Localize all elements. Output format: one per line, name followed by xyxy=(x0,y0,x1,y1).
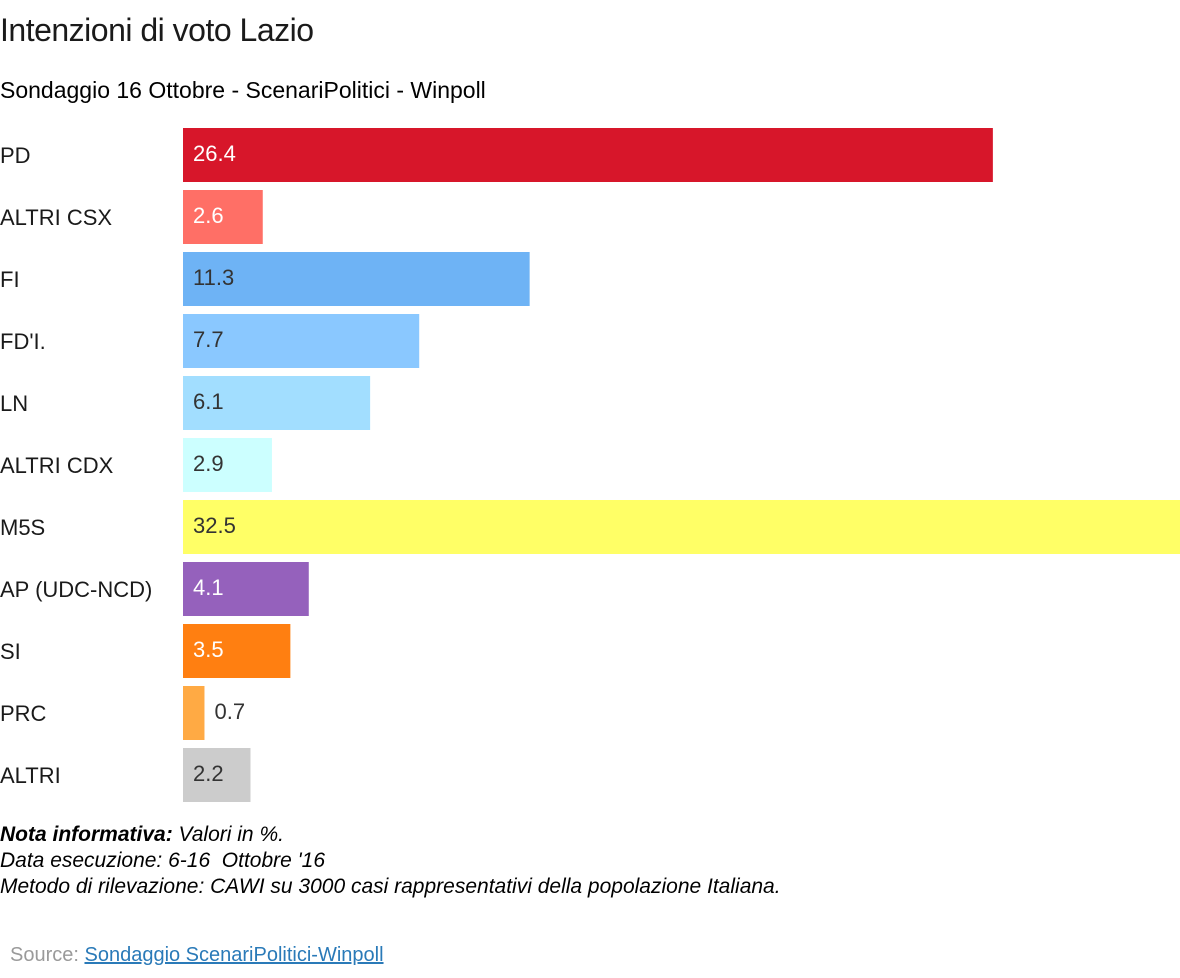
category-label: SI xyxy=(0,639,21,664)
bar xyxy=(183,376,371,430)
bar xyxy=(183,748,251,802)
bar-chart: PD 26.4 ALTRI CSX 2.6 FI 11.3 FD'I. 7.7 LN 6.1 ALT… xyxy=(0,128,1180,802)
chart-title: Intenzioni di voto Lazio xyxy=(0,12,314,48)
value-label: 3.5 xyxy=(193,637,224,662)
category-label: M5S xyxy=(0,515,45,540)
value-label: 0.7 xyxy=(214,699,245,724)
bar xyxy=(183,624,291,678)
bar xyxy=(183,252,530,306)
source-link[interactable]: Sondaggio ScenariPolitici-Winpoll xyxy=(84,944,384,966)
bar xyxy=(183,314,420,368)
notes-line-values: Nota informativa: Valori in %. xyxy=(0,822,781,848)
notes-method: Metodo di rilevazione: CAWI su 3000 casi… xyxy=(0,875,781,898)
chart-subtitle: Sondaggio 16 Ottobre - ScenariPolitici -… xyxy=(0,77,486,103)
value-label: 4.1 xyxy=(193,575,224,600)
value-label: 2.9 xyxy=(193,451,224,476)
bar xyxy=(183,190,263,244)
value-label: 2.6 xyxy=(193,203,224,228)
category-label: FD'I. xyxy=(0,329,46,354)
category-label: LN xyxy=(0,391,28,416)
category-label: ALTRI CDX xyxy=(0,453,114,478)
value-label: 2.2 xyxy=(193,761,224,786)
category-label: ALTRI CSX xyxy=(0,205,112,230)
bar xyxy=(183,438,272,492)
value-label: 26.4 xyxy=(193,141,236,166)
bar xyxy=(183,686,205,740)
value-label: 11.3 xyxy=(193,265,234,290)
bar xyxy=(183,562,309,616)
bar xyxy=(183,128,993,182)
category-label: PD xyxy=(0,143,31,168)
value-label: 6.1 xyxy=(193,389,224,414)
notes-date: Data esecuzione: 6-16 Ottobre '16 xyxy=(0,849,326,872)
bar xyxy=(183,500,1180,554)
notes-values-text: Valori in %. xyxy=(172,823,284,846)
notes-block: Nota informativa: Valori in %. Data esec… xyxy=(0,822,781,900)
category-label: AP (UDC-NCD) xyxy=(0,577,152,602)
notes-label: Nota informativa: xyxy=(0,823,173,846)
category-label: FI xyxy=(0,267,20,292)
value-label: 7.7 xyxy=(193,327,224,352)
source-prefix: Source: xyxy=(10,944,85,966)
category-label: ALTRI xyxy=(0,763,61,788)
source-line: Source: Sondaggio ScenariPolitici-Winpol… xyxy=(10,944,384,967)
value-label: 32.5 xyxy=(193,513,236,538)
category-label: PRC xyxy=(0,701,47,726)
